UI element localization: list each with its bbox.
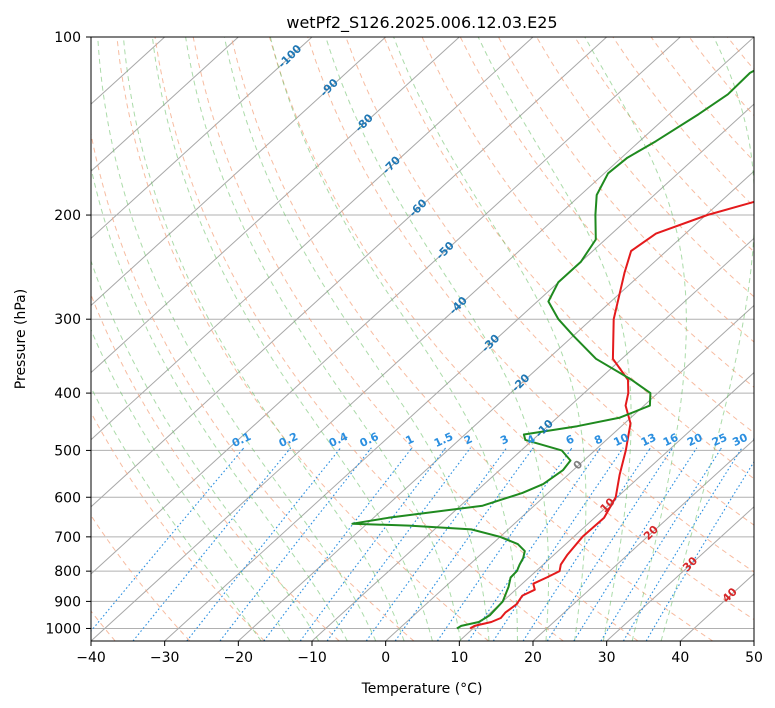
isotherm-line: [91, 37, 534, 441]
grid-layer: [91, 37, 754, 641]
isotherm-line: [164, 103, 754, 641]
moist-adiabat-line: [393, 37, 587, 641]
dry-adiabat-line: [91, 293, 340, 641]
dry-adiabat-line: [91, 514, 191, 641]
y-tick-label: 800: [54, 564, 81, 580]
plot-frame: [90, 36, 755, 642]
mixing-ratio-label: 25: [710, 431, 729, 449]
x-tick-label: −10: [297, 650, 327, 666]
mixing-ratio-line: [492, 447, 624, 641]
mixing-ratio-line: [522, 447, 651, 641]
moist-adiabat-line: [91, 386, 262, 641]
mixing-ratio-label: 30: [730, 431, 750, 449]
mixing-ratio-line: [622, 447, 743, 641]
mixing-ratio-label: 13: [639, 431, 658, 449]
x-axis-label: Temperature (°C): [361, 681, 483, 697]
isotherm-line: [91, 37, 608, 508]
y-tick-label: 200: [54, 208, 81, 224]
isotherm-line: [311, 237, 754, 641]
isotherm-line: [91, 37, 460, 374]
y-tick-label: 300: [54, 312, 81, 328]
x-tick-label: 50: [745, 650, 763, 666]
moist-adiabat-line: [91, 328, 291, 641]
moist-adiabat-line: [185, 37, 462, 641]
isotherm-line: [91, 37, 387, 307]
moist-adiabat-line: [122, 37, 405, 641]
y-tick-label: 1000: [45, 621, 81, 637]
isotherm-line: [385, 304, 754, 641]
isotherm-line: [91, 37, 239, 172]
y-tick-label: 100: [54, 30, 81, 46]
x-tick-label: 40: [671, 650, 689, 666]
y-tick-label: 900: [54, 594, 81, 610]
dry-adiabat-line: [192, 37, 639, 641]
y-tick-label: 500: [54, 443, 81, 459]
isotherm-line: [91, 37, 754, 641]
mixing-ratio-line: [436, 447, 573, 641]
moist-adiabat-line: [660, 37, 754, 641]
chart-title: wetPf2_S126.2025.006.12.03.E25: [286, 13, 557, 33]
mixing-ratio-line: [645, 460, 754, 641]
dry-adiabat-line: [269, 37, 754, 621]
isotherm-line: [237, 170, 754, 641]
axis-layer: −40 −30 −20 −10 0 10 20 30 40 50 100 200 300 400 500 60…: [45, 30, 763, 666]
mixing-ratio-line: [546, 447, 674, 641]
mixing-ratio-line: [186, 447, 342, 641]
x-tick-label: 0: [381, 650, 390, 666]
dry-adiabat-line: [91, 411, 265, 641]
moist-adiabat-line: [269, 37, 518, 641]
mixing-ratio-line: [132, 447, 292, 641]
x-tick-label: 10: [450, 650, 468, 666]
isotherm-line: [91, 37, 313, 240]
dry-adiabat-line: [91, 131, 415, 641]
mixing-ratio-line: [365, 447, 508, 641]
moist-adiabat-line: [477, 37, 632, 641]
dry-adiabat-line: [230, 37, 713, 641]
mixing-ratio-line: [468, 447, 601, 641]
moist-adiabat-line: [91, 165, 348, 641]
mixing-ratio-label: 36: [751, 431, 771, 449]
isotherm-line: [606, 506, 754, 641]
mixing-ratio-line: [600, 447, 722, 641]
dry-adiabat-line: [154, 37, 564, 641]
dry-adiabat-line: [497, 37, 754, 343]
y-axis-label: Pressure (hPa): [13, 289, 29, 389]
isotherm-line: [91, 37, 681, 575]
mixing-ratio-line: [573, 447, 698, 641]
dry-adiabat-line: [345, 37, 754, 526]
x-tick-label: 20: [524, 650, 542, 666]
mixing-ratio-line: [326, 447, 471, 641]
x-tick-label: −20: [224, 650, 254, 666]
dry-adiabat-line: [459, 37, 754, 388]
dry-adiabat-line: [307, 37, 754, 573]
y-tick-label: 700: [54, 530, 81, 546]
x-tick-label: 30: [598, 650, 616, 666]
moist-adiabat-line: [325, 37, 550, 641]
y-tick-label: 400: [54, 386, 81, 402]
mixing-ratio-label: 16: [661, 431, 681, 449]
x-tick-label: −30: [150, 650, 180, 666]
dewpoint-profile-line: [351, 69, 754, 630]
moist-adiabat-line: [97, 37, 377, 641]
isotherm-line: [532, 438, 754, 641]
isotherm-line: [458, 371, 754, 641]
mixing-ratio-label: 10: [612, 431, 632, 449]
mixing-ratio-line: [91, 447, 245, 632]
moist-adiabat-line: [91, 259, 320, 641]
mixing-ratio-line: [219, 447, 372, 641]
moist-adiabat-line: [151, 37, 433, 641]
data-layer: [351, 69, 754, 630]
mixing-ratio-label: 20: [685, 431, 705, 449]
y-tick-label: 600: [54, 490, 81, 506]
mixing-ratio-line: [299, 447, 447, 641]
dry-adiabat-line: [116, 37, 489, 641]
x-tick-label: −40: [76, 650, 106, 666]
temperature-profile-line: [469, 200, 754, 630]
